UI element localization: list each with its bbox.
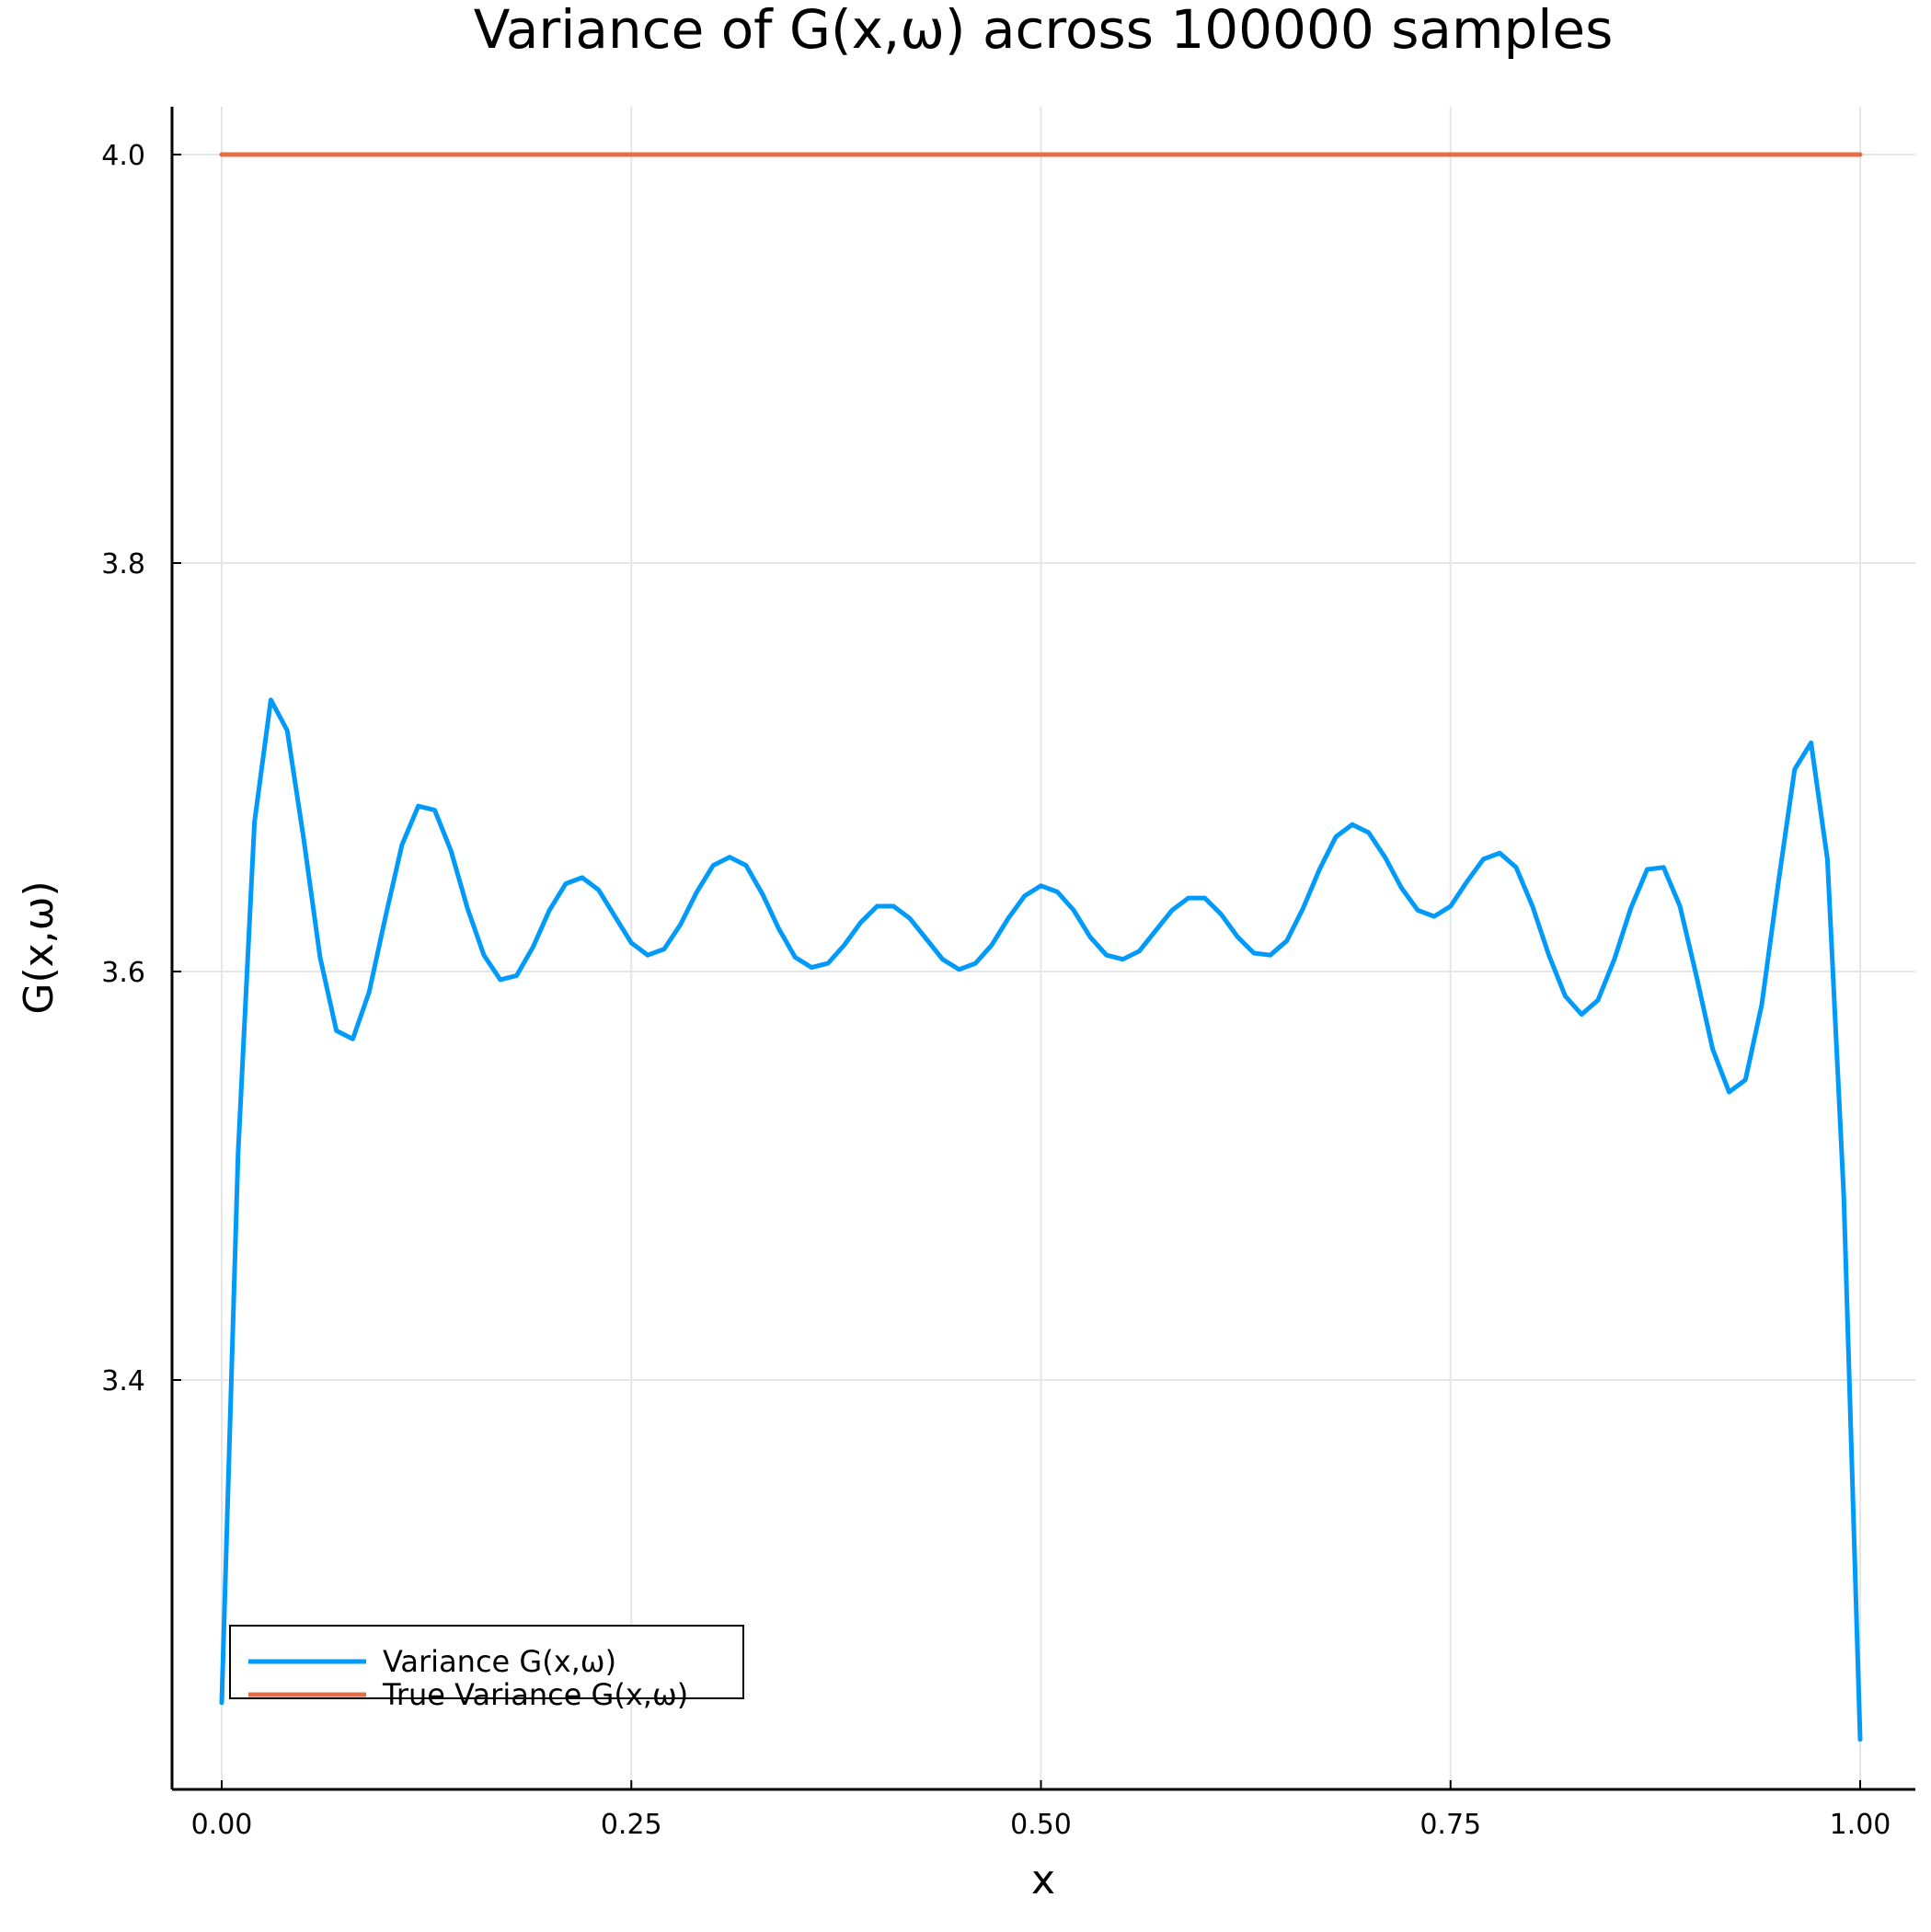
x-axis-title: x — [1031, 1857, 1055, 1903]
y-tick-label: 3.4 — [101, 1365, 145, 1397]
y-tick-label: 3.6 — [101, 957, 145, 989]
x-tick-label: 1.00 — [1830, 1809, 1891, 1841]
x-tick-label: 0.25 — [601, 1809, 662, 1841]
x-tick-label: 0.00 — [191, 1809, 253, 1841]
x-tick-label: 0.50 — [1010, 1809, 1072, 1841]
x-tick-label: 0.75 — [1420, 1809, 1481, 1841]
series-line-variance — [219, 697, 1863, 1742]
legend-label-true-variance: True Variance G(x,ω) — [382, 1677, 688, 1712]
y-axis-title: G(x,ω) — [16, 880, 63, 1014]
x-axis-ticks: 0.00 0.25 0.50 0.75 1.00 — [191, 1780, 1891, 1841]
chart-title: Variance of G(x,ω) across 100000 samples — [474, 0, 1614, 61]
legend: Variance G(x,ω) True Variance G(x,ω) — [229, 1625, 744, 1712]
series-layer — [219, 152, 1863, 1742]
y-tick-label: 3.8 — [101, 548, 145, 581]
legend-label-variance: Variance G(x,ω) — [383, 1644, 616, 1679]
y-tick-label: 4.0 — [101, 140, 145, 172]
y-axis-ticks: 3.4 3.6 3.8 4.0 — [101, 140, 181, 1397]
